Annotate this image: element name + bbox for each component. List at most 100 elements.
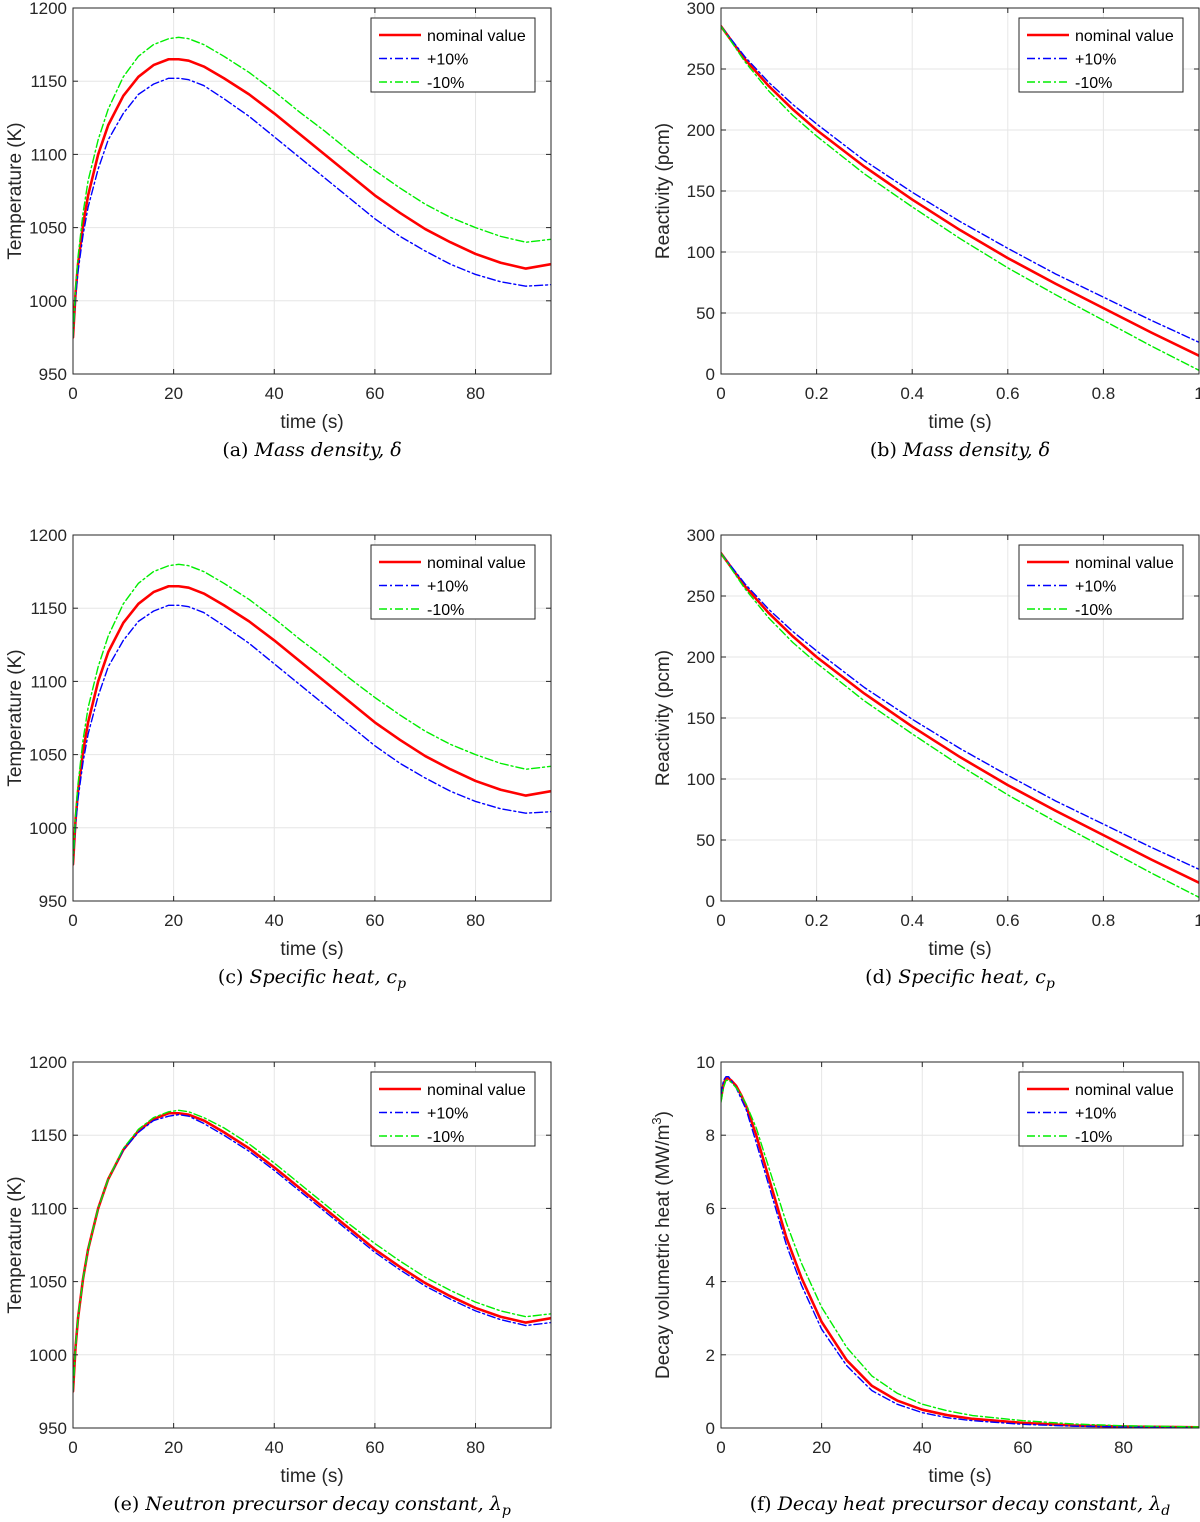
x-tick-label: 0.6 xyxy=(996,911,1020,930)
series-line-minus xyxy=(721,1079,1199,1428)
x-tick-label: 0.6 xyxy=(996,384,1020,403)
x-tick-label: 0 xyxy=(716,911,725,930)
series-line-nominal xyxy=(73,57,551,339)
series-line-minus xyxy=(721,552,1199,899)
y-axis-label: Decay volumetric heat (MW/m3) xyxy=(649,1111,674,1379)
y-tick-label: 8 xyxy=(706,1126,715,1145)
y-axis-label-main: Temperature (K) xyxy=(5,1176,26,1313)
x-tick-label: 60 xyxy=(365,911,384,930)
x-tick-label: 0.2 xyxy=(805,911,829,930)
legend: nominal value +10% -10% xyxy=(1018,544,1184,620)
x-tick-label: 0 xyxy=(68,911,77,930)
caption-prefix: (f) xyxy=(750,1493,778,1515)
y-axis-label: Temperature (K) xyxy=(5,122,26,259)
legend-label-nominal: nominal value xyxy=(1075,555,1174,572)
x-tick-label: 60 xyxy=(365,1438,384,1457)
x-tick-label: 40 xyxy=(265,1438,284,1457)
x-axis-label: time (s) xyxy=(928,1466,991,1487)
series-line-minus xyxy=(721,25,1199,372)
x-tick-label: 1 xyxy=(1194,911,1200,930)
caption: (a) Mass density, δ xyxy=(222,439,401,461)
series-line-plus xyxy=(73,77,551,339)
axes-box xyxy=(720,1061,1200,1429)
caption-prefix: (c) xyxy=(218,966,250,988)
y-tick-label: 300 xyxy=(687,526,715,545)
legend-label-nominal: nominal value xyxy=(427,555,526,572)
caption-sub: p xyxy=(1046,976,1055,992)
caption-text: Mass density, δ xyxy=(254,439,402,461)
x-axis-label: time (s) xyxy=(280,412,343,433)
y-tick-label: 1150 xyxy=(30,599,67,618)
x-tick-label: 20 xyxy=(164,911,183,930)
legend-label-plus: +10% xyxy=(1075,579,1116,596)
y-axis-label: Reactivity (pcm) xyxy=(653,650,674,786)
caption: (e) Neutron precursor decay constant, λp xyxy=(113,1493,511,1519)
x-tick-label: 60 xyxy=(365,384,384,403)
y-tick-label: 300 xyxy=(687,0,715,18)
chart-panel-a: 0 20 40 60 80 950 1000 1050 1100 1150 1200 time (s)… xyxy=(5,0,552,461)
y-tick-label: 4 xyxy=(706,1273,715,1292)
y-tick-label: 50 xyxy=(696,304,715,323)
y-tick-label: 1050 xyxy=(29,746,67,765)
chart-panel-d: 0 0.2 0.4 0.6 0.8 1 0 50 100 150 200 250 300 time (s)… xyxy=(653,526,1200,992)
y-tick-label: 1150 xyxy=(30,72,67,91)
caption: (f) Decay heat precursor decay constant,… xyxy=(750,1493,1171,1519)
legend-label-minus: -10% xyxy=(427,1129,464,1146)
caption: (c) Specific heat, cp xyxy=(218,966,406,992)
y-axis-label-main: Reactivity (pcm) xyxy=(653,123,674,259)
x-tick-label: 80 xyxy=(466,384,485,403)
chart-panel-e: 0 20 40 60 80 950 1000 1050 1100 1150 1200 time (s)… xyxy=(5,1053,552,1519)
legend-label-plus: +10% xyxy=(427,52,468,69)
legend-label-nominal: nominal value xyxy=(427,28,526,45)
x-tick-label: 80 xyxy=(466,911,485,930)
y-axis-label-main: Temperature (K) xyxy=(5,122,26,259)
legend-label-nominal: nominal value xyxy=(1075,1082,1174,1099)
y-tick-label: 100 xyxy=(687,243,715,262)
caption-prefix: (e) xyxy=(113,1493,145,1515)
x-axis-label: time (s) xyxy=(280,939,343,960)
caption-prefix: (d) xyxy=(865,966,898,988)
legend-label-minus: -10% xyxy=(427,602,464,619)
x-tick-label: 20 xyxy=(164,384,183,403)
y-tick-label: 10 xyxy=(696,1053,715,1072)
y-tick-label: 1050 xyxy=(29,1273,67,1292)
y-tick-label: 950 xyxy=(39,1419,67,1438)
chart-panel-c: 0 20 40 60 80 950 1000 1050 1100 1150 1200 time (s)… xyxy=(5,526,552,992)
legend-label-plus: +10% xyxy=(427,1106,468,1123)
x-tick-label: 20 xyxy=(812,1438,831,1457)
x-tick-label: 0 xyxy=(68,1438,77,1457)
legend-box xyxy=(370,17,536,93)
y-axis-label-sup: 3 xyxy=(649,1117,664,1124)
series-line-nominal xyxy=(721,24,1199,358)
legend-label-minus: -10% xyxy=(1075,602,1112,619)
legend-label-minus: -10% xyxy=(1075,75,1112,92)
legend: nominal value +10% -10% xyxy=(1018,17,1184,93)
x-tick-label: 40 xyxy=(265,384,284,403)
caption: (d) Specific heat, cp xyxy=(865,966,1055,992)
caption: (b) Mass density, δ xyxy=(870,439,1050,461)
y-tick-label: 1200 xyxy=(29,1053,67,1072)
caption-prefix: (a) xyxy=(222,439,254,461)
x-tick-label: 80 xyxy=(1114,1438,1133,1457)
y-tick-label: 1100 xyxy=(30,145,67,164)
y-axis-label-tail: ) xyxy=(653,1111,674,1117)
x-tick-label: 1 xyxy=(1194,384,1200,403)
y-tick-label: 1100 xyxy=(30,1199,67,1218)
y-tick-label: 1000 xyxy=(29,819,67,838)
series-line-plus xyxy=(73,604,551,866)
series-line-minus xyxy=(73,563,551,866)
series-line-nominal xyxy=(73,584,551,866)
x-tick-label: 0 xyxy=(716,1438,725,1457)
y-tick-label: 1050 xyxy=(29,219,67,238)
caption-prefix: (b) xyxy=(870,439,903,461)
y-tick-label: 0 xyxy=(706,892,715,911)
y-tick-label: 50 xyxy=(696,831,715,850)
legend-label-plus: +10% xyxy=(427,579,468,596)
x-tick-label: 0.8 xyxy=(1092,911,1116,930)
y-tick-label: 250 xyxy=(687,60,715,79)
series-line-plus xyxy=(721,1075,1199,1428)
caption-text: Neutron precursor decay constant, λ xyxy=(144,1493,501,1515)
legend-label-nominal: nominal value xyxy=(1075,28,1174,45)
y-tick-label: 0 xyxy=(706,365,715,384)
